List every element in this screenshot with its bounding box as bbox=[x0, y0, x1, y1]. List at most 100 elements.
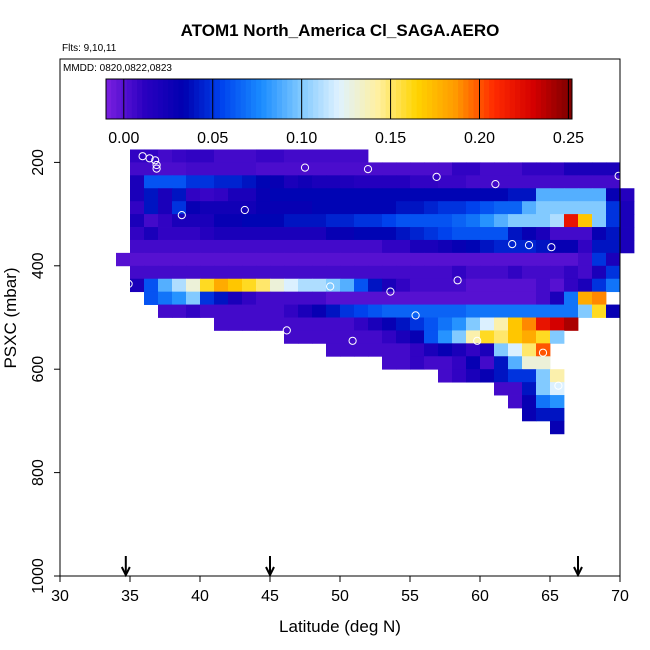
heatmap-cell bbox=[382, 330, 397, 344]
data-point bbox=[453, 276, 462, 285]
heatmap-cell bbox=[186, 162, 201, 176]
heatmap-cell bbox=[424, 356, 439, 370]
heatmap-cell bbox=[326, 214, 341, 228]
colorbar-segment bbox=[530, 79, 537, 119]
heatmap-cell bbox=[312, 304, 327, 318]
heatmap-cell bbox=[578, 201, 593, 215]
heatmap-cell bbox=[284, 317, 299, 331]
heatmap-cell bbox=[550, 175, 565, 189]
heatmap-cell bbox=[396, 188, 411, 202]
heatmap-cell bbox=[522, 317, 537, 331]
heatmap-cell bbox=[256, 201, 271, 215]
data-point bbox=[177, 211, 186, 220]
heatmap-cell bbox=[284, 239, 299, 254]
x-tick-label: 40 bbox=[191, 588, 209, 605]
colorbar-segment bbox=[199, 79, 205, 119]
heatmap-cell bbox=[270, 291, 285, 305]
heatmap-cell bbox=[438, 356, 453, 370]
colorbar-segment bbox=[173, 79, 179, 119]
heatmap-cell bbox=[200, 162, 215, 176]
heatmap-cell bbox=[550, 201, 565, 215]
heatmap-cell bbox=[158, 291, 173, 305]
heatmap-cell bbox=[466, 330, 481, 344]
heatmap-cell bbox=[326, 162, 341, 176]
colorbar-segment bbox=[152, 79, 159, 119]
heatmap-cell bbox=[424, 265, 439, 280]
heatmap-cell bbox=[326, 291, 341, 305]
heatmap-cell bbox=[186, 149, 201, 163]
heatmap-cell bbox=[564, 252, 579, 267]
heatmap-cell bbox=[396, 239, 411, 254]
colorbar-segment bbox=[556, 79, 563, 119]
heatmap-cells bbox=[116, 149, 635, 435]
heatmap-cell bbox=[438, 214, 453, 228]
heatmap-cell bbox=[214, 239, 229, 254]
data-point bbox=[149, 322, 158, 331]
heatmap-cell bbox=[410, 330, 425, 344]
colorbar-segment bbox=[214, 79, 221, 119]
heatmap-cell bbox=[438, 175, 453, 189]
colorbar-segment bbox=[489, 79, 495, 119]
heatmap-cell bbox=[536, 252, 551, 267]
heatmap-cell bbox=[368, 265, 383, 280]
heatmap-cell bbox=[466, 227, 481, 241]
heatmap-cell bbox=[452, 227, 467, 241]
heatmap-cell bbox=[256, 214, 271, 228]
heatmap-cell bbox=[116, 252, 131, 267]
heatmap-cell bbox=[592, 291, 607, 305]
heatmap-cell bbox=[424, 201, 439, 215]
heatmap-cell bbox=[186, 188, 201, 202]
heatmap-cell bbox=[242, 162, 257, 176]
heatmap-cell bbox=[354, 252, 369, 267]
heatmap-cell bbox=[326, 201, 341, 215]
heatmap-cell bbox=[270, 317, 285, 331]
heatmap-cell bbox=[438, 317, 453, 331]
colorbar-segment bbox=[380, 79, 387, 119]
heatmap-cell bbox=[564, 265, 579, 280]
heatmap-cell bbox=[550, 407, 565, 422]
colorbar-segment bbox=[328, 79, 335, 119]
heatmap-cell bbox=[466, 265, 481, 280]
heatmap-cell bbox=[228, 162, 243, 176]
heatmap-cell bbox=[522, 330, 537, 344]
colorbar-segment bbox=[230, 79, 236, 119]
heatmap-cell bbox=[186, 175, 201, 189]
heatmap-cell bbox=[200, 239, 215, 254]
data-point bbox=[348, 336, 357, 345]
heatmap-cell bbox=[550, 317, 565, 331]
y-tick-label: 800 bbox=[30, 459, 47, 486]
data-point bbox=[326, 282, 335, 291]
colorbar-segment bbox=[116, 79, 123, 119]
heatmap-cell bbox=[396, 227, 411, 241]
heatmap-cell bbox=[228, 214, 243, 228]
heatmap-cell bbox=[298, 227, 313, 241]
heatmap-cell bbox=[256, 265, 271, 280]
y-tick-label: 400 bbox=[30, 252, 47, 279]
x-tick-label: 30 bbox=[51, 588, 69, 605]
heatmap-cell bbox=[606, 278, 621, 293]
heatmap-cell bbox=[340, 265, 355, 280]
heatmap-cell bbox=[284, 252, 299, 267]
heatmap-cell bbox=[578, 304, 593, 318]
heatmap-cell bbox=[508, 175, 523, 189]
heatmap-cell bbox=[298, 149, 313, 163]
heatmap-cell bbox=[284, 149, 299, 163]
heatmap-cell bbox=[172, 162, 187, 176]
colorbar-segment bbox=[307, 79, 314, 119]
heatmap-cell bbox=[466, 201, 481, 215]
heatmap-cell bbox=[508, 369, 523, 383]
data-point bbox=[215, 363, 224, 372]
colorbar-tick-label: 0.20 bbox=[464, 130, 495, 147]
heatmap-cell bbox=[368, 227, 383, 241]
heatmap-cell bbox=[480, 304, 495, 318]
heatmap-cell bbox=[242, 265, 257, 280]
heatmap-cell bbox=[410, 162, 425, 176]
heatmap-cell bbox=[242, 317, 257, 331]
heatmap-cell bbox=[312, 291, 327, 305]
heatmap-cell bbox=[326, 188, 341, 202]
heatmap-cell bbox=[494, 317, 509, 331]
heatmap-cell bbox=[480, 317, 495, 331]
heatmap-cell bbox=[200, 265, 215, 280]
data-point bbox=[614, 171, 623, 180]
heatmap-cell bbox=[522, 407, 537, 422]
